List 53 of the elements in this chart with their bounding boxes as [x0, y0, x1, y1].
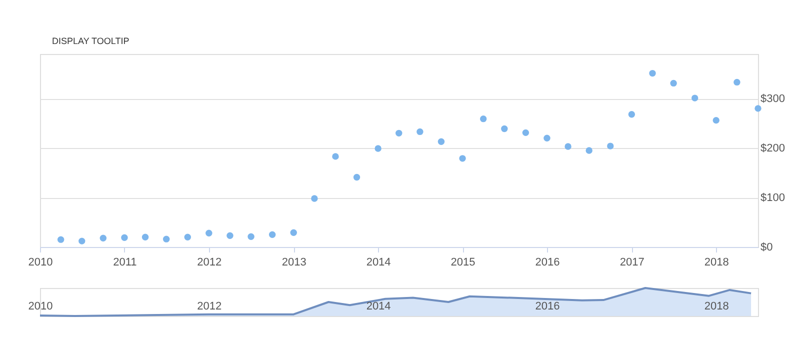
y-tick-label: $0: [760, 242, 773, 254]
x-tick-label: 2015: [450, 256, 476, 268]
point: [226, 232, 234, 239]
y-tick-label: $300: [760, 93, 785, 106]
y-tick-label: $200: [760, 142, 785, 155]
text: DISPLAY TOOLTIP: [52, 36, 130, 46]
x-tick-label: 2010: [28, 300, 53, 312]
point: [290, 229, 297, 236]
x-tick-label: 2016: [535, 256, 560, 268]
x-tick-label: 2012: [197, 300, 222, 312]
point: [480, 115, 487, 122]
point: [374, 145, 382, 152]
x-tick-label: 2012: [197, 256, 222, 268]
point: [268, 231, 276, 238]
point: [564, 143, 572, 150]
point: [142, 234, 149, 240]
x-tick-label: 2018: [704, 256, 729, 268]
point: [522, 129, 530, 136]
point: [162, 236, 170, 242]
x-tick-label: 2013: [282, 256, 306, 268]
point: [121, 234, 128, 241]
point: [670, 80, 677, 87]
x-tick-label: 2014: [366, 300, 391, 312]
point: [396, 130, 402, 137]
point: [628, 111, 636, 118]
x-tick-label: 2018: [704, 300, 729, 312]
x-tick-label: 2010: [28, 256, 53, 268]
point: [501, 125, 508, 132]
point: [459, 155, 466, 162]
y-tick-label: $100: [760, 192, 785, 204]
point: [586, 147, 592, 154]
point: [712, 116, 720, 124]
point: [353, 174, 360, 181]
point: [734, 78, 740, 86]
point: [100, 234, 107, 242]
x-tick-label: 2014: [366, 256, 391, 268]
x-tick-label: 2017: [620, 256, 644, 268]
point: [248, 233, 254, 240]
point: [78, 238, 86, 244]
point: [311, 195, 318, 202]
point: [332, 153, 339, 160]
point: [544, 134, 550, 142]
point: [206, 230, 212, 236]
point: [57, 236, 64, 243]
point: [416, 128, 424, 136]
point: [438, 138, 445, 145]
x-tick-label: 2011: [113, 256, 137, 268]
point: [691, 94, 698, 102]
point: [607, 142, 614, 150]
point: [184, 234, 191, 240]
point: [754, 105, 762, 112]
x-tick-label: 2016: [535, 300, 560, 312]
point: [649, 70, 656, 77]
